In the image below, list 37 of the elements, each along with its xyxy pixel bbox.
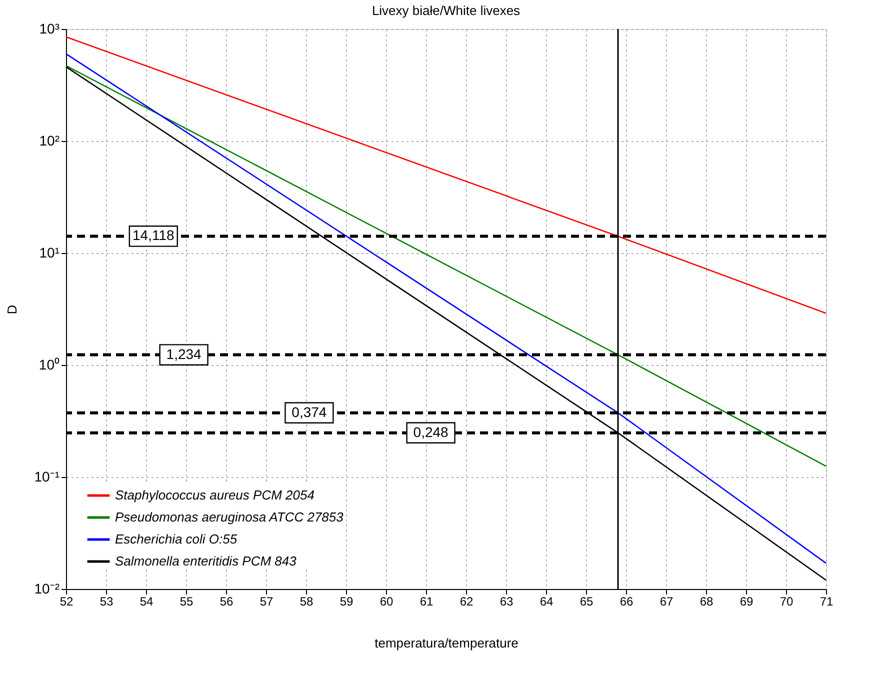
y-tick-label: 10² bbox=[39, 132, 60, 148]
x-tick-label: 69 bbox=[740, 594, 754, 608]
y-tick-label: 10⁻² bbox=[34, 580, 60, 596]
ref-line-label: 14,118 bbox=[132, 227, 175, 244]
ref-line-label: 0,248 bbox=[413, 424, 449, 440]
x-tick-label: 54 bbox=[140, 594, 154, 608]
x-tick-label: 61 bbox=[420, 594, 434, 608]
y-tick-label: 10⁰ bbox=[38, 356, 60, 372]
x-tick-label: 60 bbox=[380, 594, 394, 608]
y-tick-label: 10⁻¹ bbox=[34, 468, 60, 484]
x-tick-label: 68 bbox=[700, 594, 714, 608]
y-tick-label: 10¹ bbox=[39, 244, 60, 260]
x-tick-label: 65 bbox=[580, 594, 594, 608]
ref-line-label: 1,234 bbox=[166, 346, 202, 362]
x-tick-label: 52 bbox=[60, 594, 74, 608]
legend-label: Escherichia coli O:55 bbox=[115, 532, 238, 546]
x-tick-label: 66 bbox=[620, 594, 634, 608]
x-tick-label: 57 bbox=[260, 594, 274, 608]
x-axis-title: temperatura/temperature bbox=[374, 636, 518, 650]
x-tick-label: 56 bbox=[220, 594, 234, 608]
legend-label: Staphylococcus aureus PCM 2054 bbox=[115, 488, 314, 502]
chart-title: Livexy białe/White livexes bbox=[372, 3, 521, 18]
y-tick-label: 10³ bbox=[39, 20, 60, 36]
legend-label: Salmonella enteritidis PCM 843 bbox=[115, 554, 298, 568]
x-tick-label: 59 bbox=[340, 594, 354, 608]
x-tick-label: 63 bbox=[500, 594, 514, 608]
y-axis-title: D bbox=[4, 304, 20, 314]
x-tick-label: 70 bbox=[780, 594, 794, 608]
x-tick-label: 67 bbox=[660, 594, 674, 608]
ref-line-label: 0,374 bbox=[292, 404, 327, 420]
x-tick-label: 64 bbox=[540, 594, 554, 608]
x-tick-label: 62 bbox=[460, 594, 474, 608]
legend-label: Pseudomonas aeruginosa ATCC 27853 bbox=[115, 510, 344, 524]
x-tick-label: 58 bbox=[300, 594, 314, 608]
x-tick-label: 71 bbox=[820, 594, 834, 608]
x-tick-label: 55 bbox=[180, 594, 194, 608]
x-tick-label: 53 bbox=[100, 594, 114, 608]
